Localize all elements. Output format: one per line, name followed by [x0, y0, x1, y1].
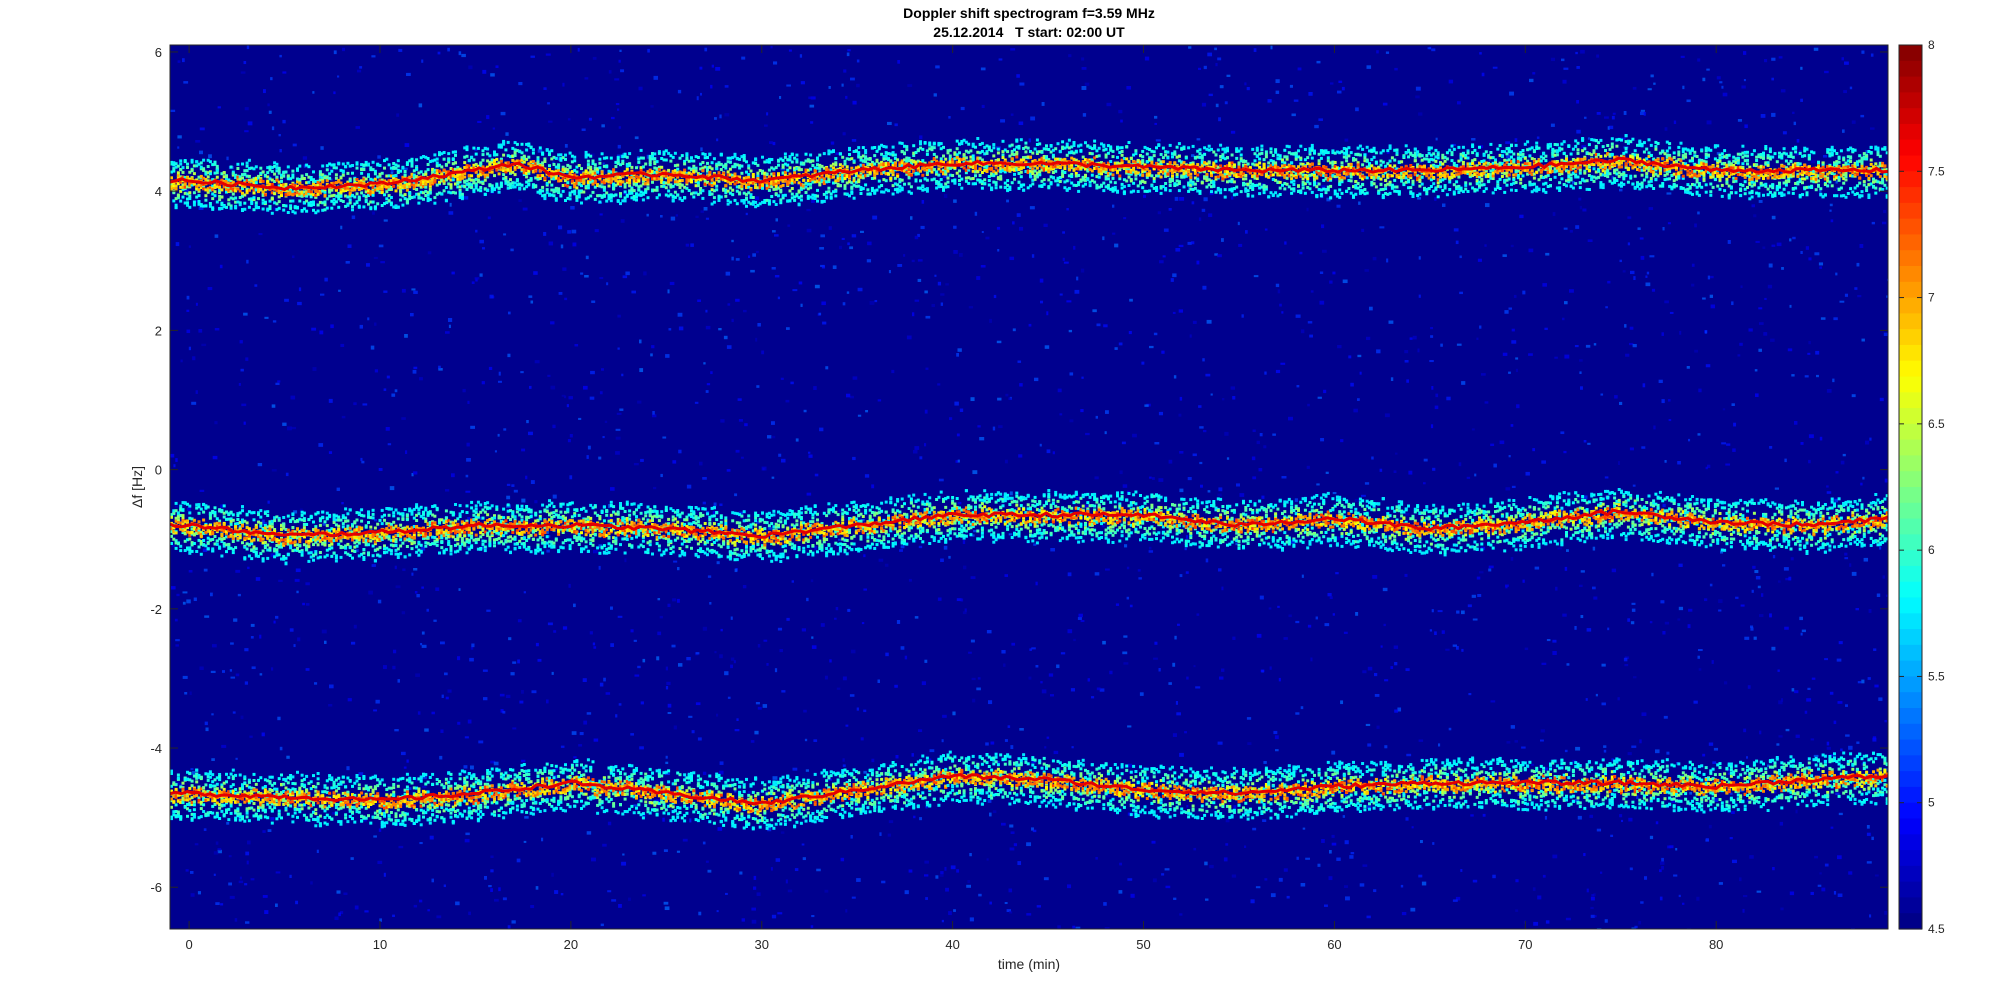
colorbar-swatch-1	[1899, 61, 1922, 77]
colorbar-swatch-46	[1899, 771, 1922, 787]
x-tick-label-2: 20	[564, 937, 578, 952]
y-tick-label-3: 0	[155, 463, 162, 478]
colorbar-swatch-51	[1899, 850, 1922, 866]
colorbar-swatch-48	[1899, 803, 1922, 819]
colorbar-swatch-2	[1899, 77, 1922, 93]
colorbar-swatch-16	[1899, 298, 1922, 314]
x-tick-label-3: 30	[755, 937, 769, 952]
colorbar-swatch-36	[1899, 613, 1922, 629]
colorbar-swatch-7	[1899, 156, 1922, 172]
colorbar-swatch-54	[1899, 897, 1922, 913]
colorbar-swatch-10	[1899, 203, 1922, 219]
colorbar-tick-label-4: 6	[1928, 543, 1935, 557]
colorbar	[1899, 45, 1922, 930]
colorbar-swatch-5	[1899, 124, 1922, 140]
x-axis-label: time (min)	[998, 956, 1060, 972]
x-tick-label-1: 10	[373, 937, 387, 952]
colorbar-swatch-52	[1899, 866, 1922, 882]
colorbar-swatch-41	[1899, 692, 1922, 708]
colorbar-swatch-29	[1899, 503, 1922, 519]
colorbar-swatch-9	[1899, 187, 1922, 203]
colorbar-swatch-28	[1899, 487, 1922, 503]
colorbar-swatch-38	[1899, 645, 1922, 661]
colorbar-swatch-40	[1899, 676, 1922, 692]
colorbar-swatch-30	[1899, 519, 1922, 535]
colorbar-swatch-22	[1899, 392, 1922, 408]
colorbar-swatch-12	[1899, 234, 1922, 250]
colorbar-swatch-25	[1899, 440, 1922, 456]
x-tick-label-5: 50	[1136, 937, 1150, 952]
colorbar-swatch-53	[1899, 882, 1922, 898]
colorbar-swatch-11	[1899, 219, 1922, 235]
colorbar-swatch-24	[1899, 424, 1922, 440]
y-axis-label: Δf [Hz]	[129, 466, 145, 508]
colorbar-swatch-8	[1899, 171, 1922, 187]
colorbar-swatch-33	[1899, 566, 1922, 582]
y-tick-label-4: -2	[150, 602, 162, 617]
colorbar-tick-label-3: 6.5	[1928, 417, 1945, 431]
colorbar-swatch-0	[1899, 45, 1922, 61]
colorbar-tick-label-7: 4.5	[1928, 922, 1945, 936]
colorbar-tick-label-5: 5.5	[1928, 669, 1945, 683]
colorbar-tick-label-2: 7	[1928, 291, 1935, 305]
colorbar-swatch-31	[1899, 534, 1922, 550]
colorbar-swatch-4	[1899, 108, 1922, 124]
colorbar-swatch-55	[1899, 913, 1922, 929]
colorbar-swatch-42	[1899, 708, 1922, 724]
x-tick-label-4: 40	[945, 937, 959, 952]
x-tick-label-7: 70	[1518, 937, 1532, 952]
colorbar-swatch-13	[1899, 250, 1922, 266]
colorbar-swatch-39	[1899, 661, 1922, 677]
x-tick-label-8: 80	[1709, 937, 1723, 952]
colorbar-swatch-35	[1899, 598, 1922, 614]
colorbar-swatch-6	[1899, 140, 1922, 156]
x-tick-label-6: 60	[1327, 937, 1341, 952]
y-tick-label-1: 4	[155, 184, 162, 199]
colorbar-swatch-49	[1899, 819, 1922, 835]
y-tick-label-6: -6	[150, 880, 162, 895]
colorbar-swatch-21	[1899, 377, 1922, 393]
colorbar-swatch-32	[1899, 550, 1922, 566]
colorbar-swatch-14	[1899, 266, 1922, 282]
colorbar-swatch-23	[1899, 408, 1922, 424]
colorbar-swatch-44	[1899, 740, 1922, 756]
colorbar-tick-label-1: 7.5	[1928, 164, 1945, 178]
chart-subtitle: 25.12.2014 T start: 02:00 UT	[933, 24, 1125, 40]
colorbar-swatch-50	[1899, 834, 1922, 850]
colorbar-swatch-19	[1899, 345, 1922, 361]
colorbar-swatch-17	[1899, 313, 1922, 329]
y-tick-label-5: -4	[150, 741, 162, 756]
x-tick-label-0: 0	[185, 937, 192, 952]
colorbar-swatch-34	[1899, 582, 1922, 598]
y-tick-label-2: 2	[155, 323, 162, 338]
colorbar-tick-label-0: 8	[1928, 38, 1935, 52]
chart-title: Doppler shift spectrogram f=3.59 MHz	[903, 5, 1155, 21]
colorbar-swatch-27	[1899, 471, 1922, 487]
colorbar-swatch-3	[1899, 92, 1922, 108]
colorbar-swatch-37	[1899, 629, 1922, 645]
colorbar-swatch-45	[1899, 755, 1922, 771]
colorbar-swatch-26	[1899, 455, 1922, 471]
y-tick-label-0: 6	[155, 45, 162, 60]
colorbar-swatch-43	[1899, 724, 1922, 740]
colorbar-swatch-47	[1899, 787, 1922, 803]
colorbar-swatch-20	[1899, 361, 1922, 377]
colorbar-tick-label-6: 5	[1928, 796, 1935, 810]
colorbar-swatch-15	[1899, 282, 1922, 298]
colorbar-swatch-18	[1899, 329, 1922, 345]
